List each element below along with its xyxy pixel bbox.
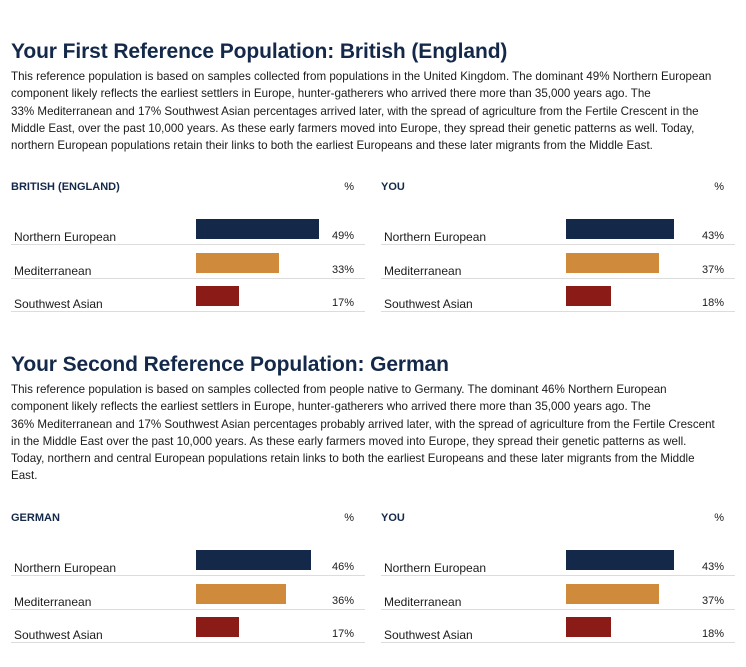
row-value: 49% xyxy=(331,230,354,242)
first-reference-title: Your First Reference Population: British… xyxy=(11,40,508,63)
second-reference-title: Your Second Reference Population: German xyxy=(11,353,449,376)
table-row: Southwest Asian 17% xyxy=(11,286,365,312)
row-label: Mediterranean xyxy=(384,595,462,609)
description-line: This reference population is based on sa… xyxy=(11,383,667,396)
row-value: 36% xyxy=(331,595,354,607)
table-row: Mediterranean 37% xyxy=(381,253,735,279)
percent-heading: % xyxy=(714,512,724,524)
panel-heading: BRITISH (ENGLAND) xyxy=(11,181,120,193)
first-reference-description: This reference population is based on sa… xyxy=(11,68,733,154)
row-label: Mediterranean xyxy=(14,264,92,278)
percentage-bar xyxy=(566,219,674,239)
row-value: 43% xyxy=(701,230,724,242)
row-value: 37% xyxy=(701,595,724,607)
table-row: Northern European 43% xyxy=(381,550,735,576)
row-value: 37% xyxy=(701,264,724,276)
table-row: Mediterranean 36% xyxy=(11,584,365,610)
table-row: Southwest Asian 18% xyxy=(381,617,735,643)
second-reference-description: This reference population is based on sa… xyxy=(11,381,733,485)
description-line: component likely reflects the earliest s… xyxy=(11,400,651,414)
panel-heading: YOU xyxy=(381,181,405,193)
description-line: northern European populations retain the… xyxy=(11,139,653,153)
percentage-bar xyxy=(566,286,611,306)
description-line: in the Middle East over the past 10,000 … xyxy=(11,434,687,448)
row-value: 18% xyxy=(701,628,724,640)
percentage-bar xyxy=(196,617,239,637)
percentage-bar xyxy=(196,219,319,239)
table-row: Southwest Asian 18% xyxy=(381,286,735,312)
row-label: Northern European xyxy=(384,230,487,244)
percent-heading: % xyxy=(344,512,354,524)
table-row: Southwest Asian 17% xyxy=(11,617,365,643)
panel-heading: GERMAN xyxy=(11,512,60,524)
description-line: 36% Mediterranean and 17% Southwest Asia… xyxy=(11,417,715,431)
row-label: Mediterranean xyxy=(14,595,92,609)
table-row: Mediterranean 37% xyxy=(381,584,735,610)
table-row: Northern European 49% xyxy=(11,219,365,245)
row-label: Northern European xyxy=(14,561,117,575)
percentage-bar xyxy=(566,584,659,604)
row-label: Southwest Asian xyxy=(384,297,473,311)
row-label: Northern European xyxy=(384,561,487,575)
percentage-bar xyxy=(566,617,611,637)
row-value: 43% xyxy=(701,561,724,573)
percentage-bar xyxy=(196,286,239,306)
description-line: 33% Mediterranean and 17% Southwest Asia… xyxy=(11,104,699,118)
percentage-bar xyxy=(566,253,659,273)
percentage-bar xyxy=(196,253,279,273)
row-value: 46% xyxy=(331,561,354,573)
description-line: component likely reflects the earliest s… xyxy=(11,87,651,101)
row-value: 17% xyxy=(331,628,354,640)
percent-heading: % xyxy=(714,181,724,193)
table-row: Northern European 46% xyxy=(11,550,365,576)
row-label: Mediterranean xyxy=(384,264,462,278)
table-row: Northern European 43% xyxy=(381,219,735,245)
table-row: Mediterranean 33% xyxy=(11,253,365,279)
row-value: 17% xyxy=(331,297,354,309)
row-value: 33% xyxy=(331,264,354,276)
percentage-bar xyxy=(196,584,286,604)
panel-heading: YOU xyxy=(381,512,405,524)
percent-heading: % xyxy=(344,181,354,193)
description-line: Middle East, over the past 10,000 years.… xyxy=(11,121,695,135)
percentage-bar xyxy=(566,550,674,570)
description-line: East. xyxy=(11,469,38,483)
row-value: 18% xyxy=(701,297,724,309)
row-label: Southwest Asian xyxy=(14,628,103,642)
description-line: Today, northern and central European pop… xyxy=(11,452,695,466)
description-line: This reference population is based on sa… xyxy=(11,70,712,83)
row-label: Northern European xyxy=(14,230,117,244)
row-label: Southwest Asian xyxy=(384,628,473,642)
percentage-bar xyxy=(196,550,311,570)
row-label: Southwest Asian xyxy=(14,297,103,311)
